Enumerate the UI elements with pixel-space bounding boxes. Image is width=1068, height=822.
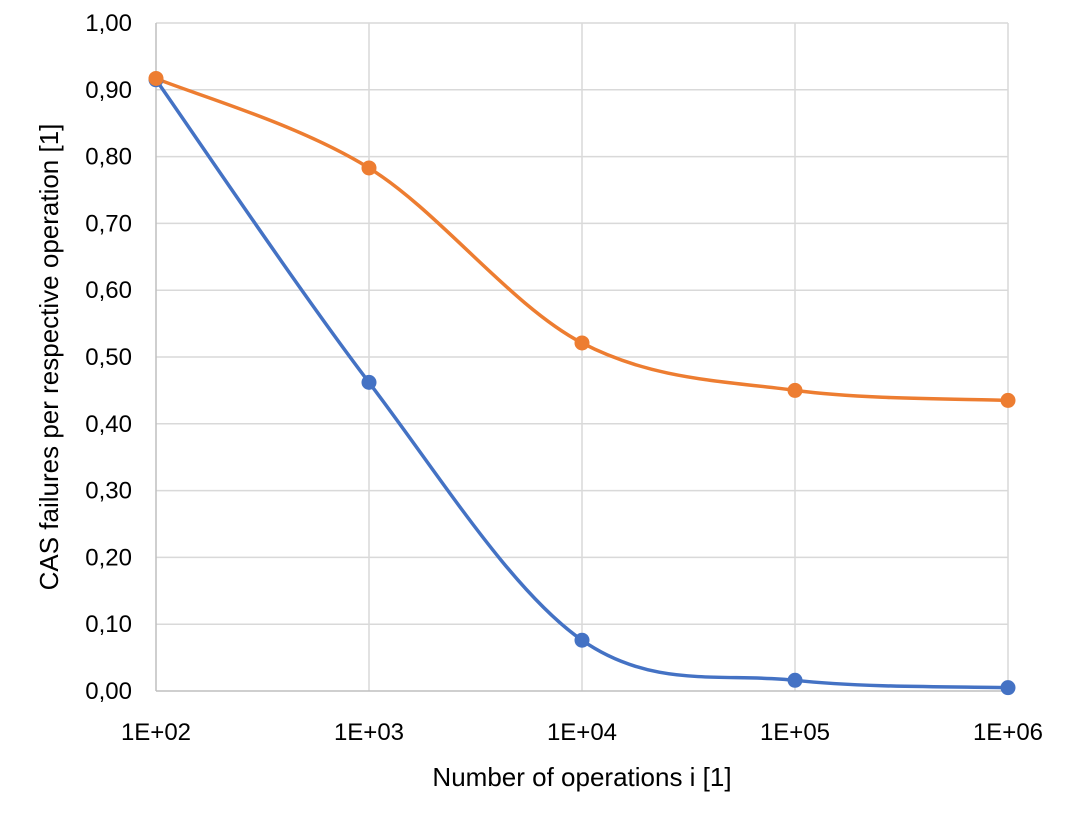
- data-point-series-1: [361, 374, 377, 390]
- x-tick-label: 1E+04: [547, 719, 617, 746]
- data-point-series-2: [574, 335, 590, 351]
- data-point-series-1: [1000, 680, 1016, 696]
- y-tick-label: 0,60: [85, 277, 132, 304]
- data-point-series-2: [1000, 392, 1016, 408]
- y-axis-title: CAS failures per respective operation [1…: [34, 124, 64, 591]
- x-axis-title: Number of operations i [1]: [432, 762, 731, 792]
- y-tick-labels: 0,00 0,10 0,20 0,30 0,40 0,50 0,60 0,70 0,80 0,90…: [85, 10, 132, 705]
- data-point-series-2: [787, 382, 803, 398]
- data-point-series-2: [148, 70, 164, 86]
- gridlines: [156, 22, 1009, 691]
- y-tick-label: 0,80: [85, 144, 132, 171]
- y-tick-label: 0,50: [85, 344, 132, 371]
- data-point-series-1: [574, 632, 590, 648]
- y-tick-label: 0,30: [85, 478, 132, 505]
- x-tick-label: 1E+06: [973, 719, 1043, 746]
- data-point-series-1: [787, 672, 803, 688]
- y-tick-label: 0,70: [85, 210, 132, 237]
- x-tick-labels: 1E+02 1E+03 1E+04 1E+05 1E+06: [121, 719, 1043, 746]
- x-tick-label: 1E+03: [334, 719, 404, 746]
- series-line-1: [154, 78, 1010, 690]
- data-point-series-2: [361, 160, 377, 176]
- y-tick-label: 0,00: [85, 678, 132, 705]
- y-tick-label: 0,90: [85, 77, 132, 104]
- y-tick-label: 0,40: [85, 411, 132, 438]
- y-tick-label: 0,20: [85, 544, 132, 571]
- x-tick-label: 1E+05: [760, 719, 830, 746]
- x-tick-label: 1E+02: [121, 719, 191, 746]
- axes: [155, 23, 1008, 692]
- y-tick-label: 0,10: [85, 611, 132, 638]
- y-tick-label: 1,00: [85, 10, 132, 37]
- series-markers: [148, 70, 1016, 696]
